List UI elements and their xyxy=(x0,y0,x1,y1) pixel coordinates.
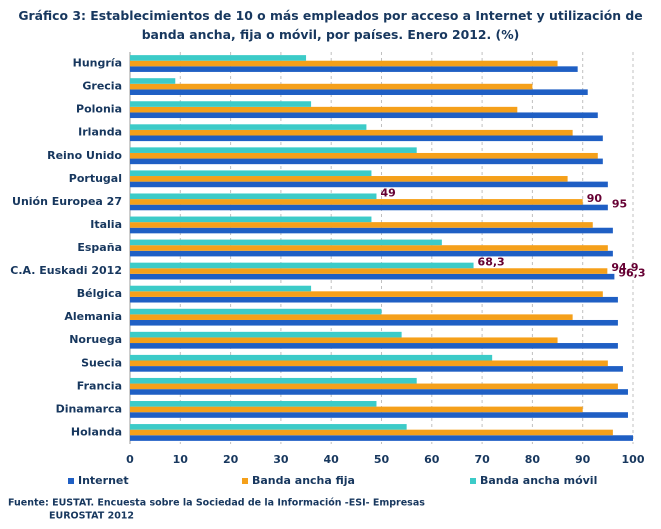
x-tick-label: 70 xyxy=(474,453,490,466)
bar xyxy=(130,314,573,320)
bar xyxy=(130,366,623,372)
y-tick-label: Alemania xyxy=(64,310,122,323)
bar xyxy=(130,239,442,246)
bar xyxy=(130,199,583,205)
bar xyxy=(130,377,417,384)
bar xyxy=(130,383,618,390)
x-tick-label: 10 xyxy=(173,453,189,466)
x-tick-label: 40 xyxy=(324,453,340,466)
y-tick-label: Grecia xyxy=(82,80,122,93)
bar xyxy=(130,222,593,228)
x-tick-label: 100 xyxy=(622,453,645,466)
bar xyxy=(130,291,603,297)
bar xyxy=(130,401,377,407)
y-tick-label: Reino Unido xyxy=(47,149,122,162)
bar xyxy=(130,181,608,188)
bar xyxy=(130,429,613,436)
legend-marker xyxy=(470,478,476,484)
value-label: 90 xyxy=(587,192,603,205)
x-tick-label: 90 xyxy=(575,453,591,466)
y-tick-label: Italia xyxy=(90,218,122,231)
source-note: Fuente: EUSTAT. Encuesta sobre la Socied… xyxy=(8,498,425,509)
legend-label: Banda ancha fija xyxy=(252,474,355,487)
y-tick-label: Noruega xyxy=(69,333,122,346)
legend-marker xyxy=(68,478,74,484)
bar xyxy=(130,147,417,153)
bar xyxy=(130,158,603,165)
y-tick-label: Holanda xyxy=(71,425,122,438)
y-tick-label: Bélgica xyxy=(77,287,122,300)
bar xyxy=(130,319,618,326)
y-tick-label: Hungría xyxy=(73,57,122,70)
legend-label: Internet xyxy=(78,474,129,487)
x-tick-label: 20 xyxy=(223,453,239,466)
bar xyxy=(130,354,493,361)
y-tick-label: Dinamarca xyxy=(56,402,122,415)
bar xyxy=(130,216,372,223)
bar xyxy=(130,435,633,441)
y-tick-label: Unión Europea 27 xyxy=(12,195,122,208)
bar xyxy=(130,331,402,338)
bar xyxy=(130,227,613,234)
bar xyxy=(130,245,608,251)
x-tick-label: 30 xyxy=(273,453,289,466)
bar xyxy=(130,106,518,113)
bar xyxy=(130,152,598,159)
bar xyxy=(130,55,307,61)
bar xyxy=(130,60,558,67)
bar xyxy=(130,308,382,315)
y-tick-label: Polonia xyxy=(76,103,122,116)
bar xyxy=(130,337,558,344)
bar xyxy=(130,204,608,211)
y-tick-label: Suecia xyxy=(81,356,122,369)
bar xyxy=(130,124,367,130)
bar xyxy=(130,193,377,200)
value-label: 96,3 xyxy=(618,267,645,280)
bar xyxy=(130,89,588,95)
value-label: 95 xyxy=(612,197,627,210)
legend-marker xyxy=(242,478,248,484)
bar xyxy=(130,262,474,269)
value-label: 94,9 xyxy=(611,261,638,274)
bar xyxy=(130,135,603,142)
x-tick-label: 80 xyxy=(525,453,541,466)
x-tick-label: 60 xyxy=(424,453,440,466)
bar xyxy=(130,412,628,418)
source-note: EUROSTAT 2012 xyxy=(49,511,134,522)
bar xyxy=(130,66,578,72)
bar xyxy=(130,424,407,430)
y-tick-label: C.A. Euskadi 2012 xyxy=(10,264,122,277)
bar xyxy=(130,273,615,280)
value-label: 68,3 xyxy=(478,255,505,268)
bar xyxy=(130,268,608,274)
bar xyxy=(130,343,618,349)
bar xyxy=(130,285,312,292)
bar xyxy=(130,101,312,107)
bar xyxy=(130,78,176,84)
y-tick-label: Portugal xyxy=(69,172,122,185)
bar xyxy=(130,112,598,119)
legend-label: Banda ancha móvil xyxy=(480,474,597,487)
bar xyxy=(130,129,573,136)
bar xyxy=(130,406,583,413)
y-tick-label: Irlanda xyxy=(78,126,122,139)
x-tick-label: 50 xyxy=(374,453,390,466)
bar xyxy=(130,360,608,367)
chart-title: Gráfico 3: Establecimientos de 10 o más … xyxy=(18,8,643,42)
bar xyxy=(130,250,613,257)
bar xyxy=(130,389,628,395)
bar xyxy=(130,176,568,182)
value-label: 49 xyxy=(380,186,395,199)
y-tick-label: España xyxy=(77,241,122,254)
bar xyxy=(130,83,533,90)
bar xyxy=(130,296,618,303)
bar xyxy=(130,170,372,177)
y-tick-label: Francia xyxy=(77,379,122,392)
x-tick-label: 0 xyxy=(126,453,134,466)
